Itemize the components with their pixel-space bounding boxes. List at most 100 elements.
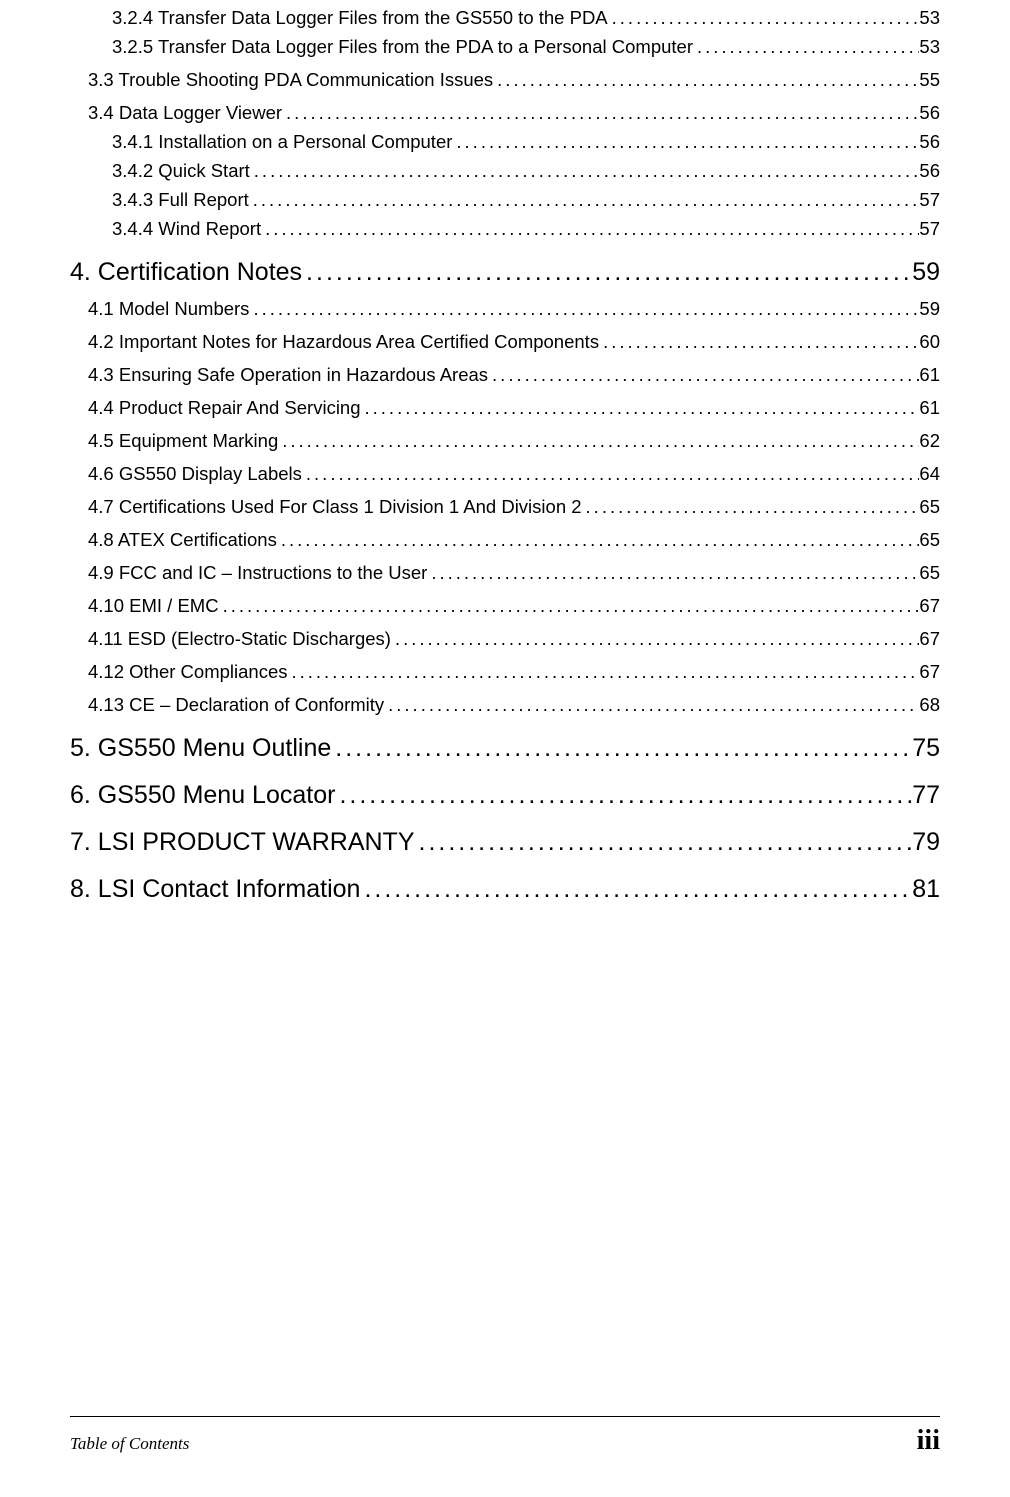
footer-page-number: iii xyxy=(917,1425,940,1457)
toc-entry: 3.4.4 Wind Report57 xyxy=(112,218,940,240)
toc-entry-title: 4.1 Model Numbers xyxy=(88,298,249,320)
toc-entry: 4.2 Important Notes for Hazardous Area C… xyxy=(88,331,940,353)
toc-entry: 4.9 FCC and IC – Instructions to the Use… xyxy=(88,562,940,584)
toc-entry-title: 3.4.3 Full Report xyxy=(112,189,249,211)
toc-entry-title: 4.13 CE – Declaration of Conformity xyxy=(88,694,384,716)
toc-entry: 4.10 EMI / EMC67 xyxy=(88,595,940,617)
toc-entry-title: 4.6 GS550 Display Labels xyxy=(88,463,302,485)
toc-entry-page: 61 xyxy=(919,364,940,386)
toc-entry: 4.7 Certifications Used For Class 1 Divi… xyxy=(88,496,940,518)
toc-entry-title: 4.5 Equipment Marking xyxy=(88,430,278,452)
toc-entry: 3.4.2 Quick Start 56 xyxy=(112,160,940,182)
toc-entry-page: 62 xyxy=(919,430,940,452)
toc-entry-title: 4.3 Ensuring Safe Operation in Hazardous… xyxy=(88,364,488,386)
toc-entry: 3.2.5 Transfer Data Logger Files from th… xyxy=(112,36,940,58)
toc-entry: 4.6 GS550 Display Labels 64 xyxy=(88,463,940,485)
toc-leader-dots xyxy=(302,463,920,485)
toc-entry: 6. GS550 Menu Locator 77 xyxy=(70,781,940,810)
toc-leader-dots xyxy=(361,397,920,419)
toc-leader-dots xyxy=(282,102,919,124)
toc-entry-page: 77 xyxy=(912,781,940,810)
toc-entry: 4.13 CE – Declaration of Conformity 68 xyxy=(88,694,940,716)
toc-leader-dots xyxy=(335,781,912,810)
toc-entry: 4.5 Equipment Marking 62 xyxy=(88,430,940,452)
toc-entry-title: 4.11 ESD (Electro-Static Discharges) xyxy=(88,628,391,650)
toc-entry: 4.8 ATEX Certifications 65 xyxy=(88,529,940,551)
toc-entry: 3.4.1 Installation on a Personal Compute… xyxy=(112,131,940,153)
toc-leader-dots xyxy=(493,69,919,91)
toc-entry-title: 4.4 Product Repair And Servicing xyxy=(88,397,361,419)
toc-entry-title: 8. LSI Contact Information xyxy=(70,875,360,904)
toc-leader-dots xyxy=(452,131,919,153)
toc-entry: 3.2.4 Transfer Data Logger Files from th… xyxy=(112,7,940,29)
toc-entry: 4.4 Product Repair And Servicing 61 xyxy=(88,397,940,419)
toc-entry: 4.3 Ensuring Safe Operation in Hazardous… xyxy=(88,364,940,386)
toc-entry-page: 65 xyxy=(919,529,940,551)
toc-entry: 4.1 Model Numbers 59 xyxy=(88,298,940,320)
toc-entry-page: 65 xyxy=(919,562,940,584)
toc-leader-dots xyxy=(288,661,920,683)
toc-leader-dots xyxy=(278,430,919,452)
toc-entry-title: 3.4 Data Logger Viewer xyxy=(88,102,282,124)
toc-leader-dots xyxy=(384,694,919,716)
toc-entry-title: 4.10 EMI / EMC xyxy=(88,595,219,617)
toc-leader-dots xyxy=(219,595,920,617)
toc-leader-dots xyxy=(415,828,913,857)
toc-entry-page: 67 xyxy=(919,628,940,650)
toc-leader-dots xyxy=(582,496,920,518)
toc-entry-page: 81 xyxy=(912,875,940,904)
toc-leader-dots xyxy=(250,160,920,182)
toc-leader-dots xyxy=(391,628,919,650)
toc-entry-page: 57 xyxy=(919,189,940,211)
toc-entry: 3.4.3 Full Report 57 xyxy=(112,189,940,211)
toc-entry-page: 59 xyxy=(919,298,940,320)
toc-entry-title: 3.4.2 Quick Start xyxy=(112,160,250,182)
toc-entry-title: 3.4.4 Wind Report xyxy=(112,218,261,240)
toc-entry-page: 68 xyxy=(919,694,940,716)
toc-entry-page: 53 xyxy=(919,7,940,29)
toc-entry: 7. LSI PRODUCT WARRANTY 79 xyxy=(70,828,940,857)
toc-entry-page: 55 xyxy=(919,69,940,91)
toc-entry-page: 59 xyxy=(912,258,940,287)
toc-leader-dots xyxy=(277,529,920,551)
toc-entry-title: 3.2.5 Transfer Data Logger Files from th… xyxy=(112,36,693,58)
toc-entry-page: 56 xyxy=(919,102,940,124)
toc-entry-title: 3.4.1 Installation on a Personal Compute… xyxy=(112,131,452,153)
toc-entry: 5. GS550 Menu Outline75 xyxy=(70,734,940,763)
toc-leader-dots xyxy=(249,298,919,320)
toc-entry-page: 65 xyxy=(919,496,940,518)
toc-entry: 4.11 ESD (Electro-Static Discharges) 67 xyxy=(88,628,940,650)
toc-entry-page: 56 xyxy=(919,160,940,182)
toc-entry-title: 7. LSI PRODUCT WARRANTY xyxy=(70,828,415,857)
toc-entry: 4. Certification Notes 59 xyxy=(70,258,940,287)
toc-entry-title: 4. Certification Notes xyxy=(70,258,302,287)
toc-leader-dots xyxy=(608,7,920,29)
toc-leader-dots xyxy=(360,875,912,904)
toc-leader-dots xyxy=(693,36,919,58)
toc-entry-page: 64 xyxy=(919,463,940,485)
toc-entry: 3.4 Data Logger Viewer 56 xyxy=(88,102,940,124)
toc-entry-title: 4.8 ATEX Certifications xyxy=(88,529,277,551)
page-footer: Table of Contents iii xyxy=(70,1416,940,1457)
toc-entry-title: 4.12 Other Compliances xyxy=(88,661,288,683)
toc-entry-page: 60 xyxy=(919,331,940,353)
toc-leader-dots xyxy=(249,189,920,211)
toc-entry: 3.3 Trouble Shooting PDA Communication I… xyxy=(88,69,940,91)
toc-entry-page: 79 xyxy=(912,828,940,857)
toc-leader-dots xyxy=(331,734,912,763)
toc-leader-dots xyxy=(427,562,919,584)
toc-entry-title: 4.7 Certifications Used For Class 1 Divi… xyxy=(88,496,582,518)
toc-entry-page: 56 xyxy=(919,131,940,153)
toc-leader-dots xyxy=(261,218,919,240)
table-of-contents: 3.2.4 Transfer Data Logger Files from th… xyxy=(70,7,940,904)
toc-leader-dots xyxy=(488,364,919,386)
toc-entry-page: 61 xyxy=(919,397,940,419)
toc-leader-dots xyxy=(599,331,919,353)
toc-entry-title: 3.3 Trouble Shooting PDA Communication I… xyxy=(88,69,493,91)
toc-entry-title: 4.2 Important Notes for Hazardous Area C… xyxy=(88,331,599,353)
toc-entry-title: 3.2.4 Transfer Data Logger Files from th… xyxy=(112,7,608,29)
toc-entry-title: 6. GS550 Menu Locator xyxy=(70,781,335,810)
toc-entry-page: 67 xyxy=(919,661,940,683)
toc-entry: 8. LSI Contact Information 81 xyxy=(70,875,940,904)
toc-entry-page: 75 xyxy=(912,734,940,763)
